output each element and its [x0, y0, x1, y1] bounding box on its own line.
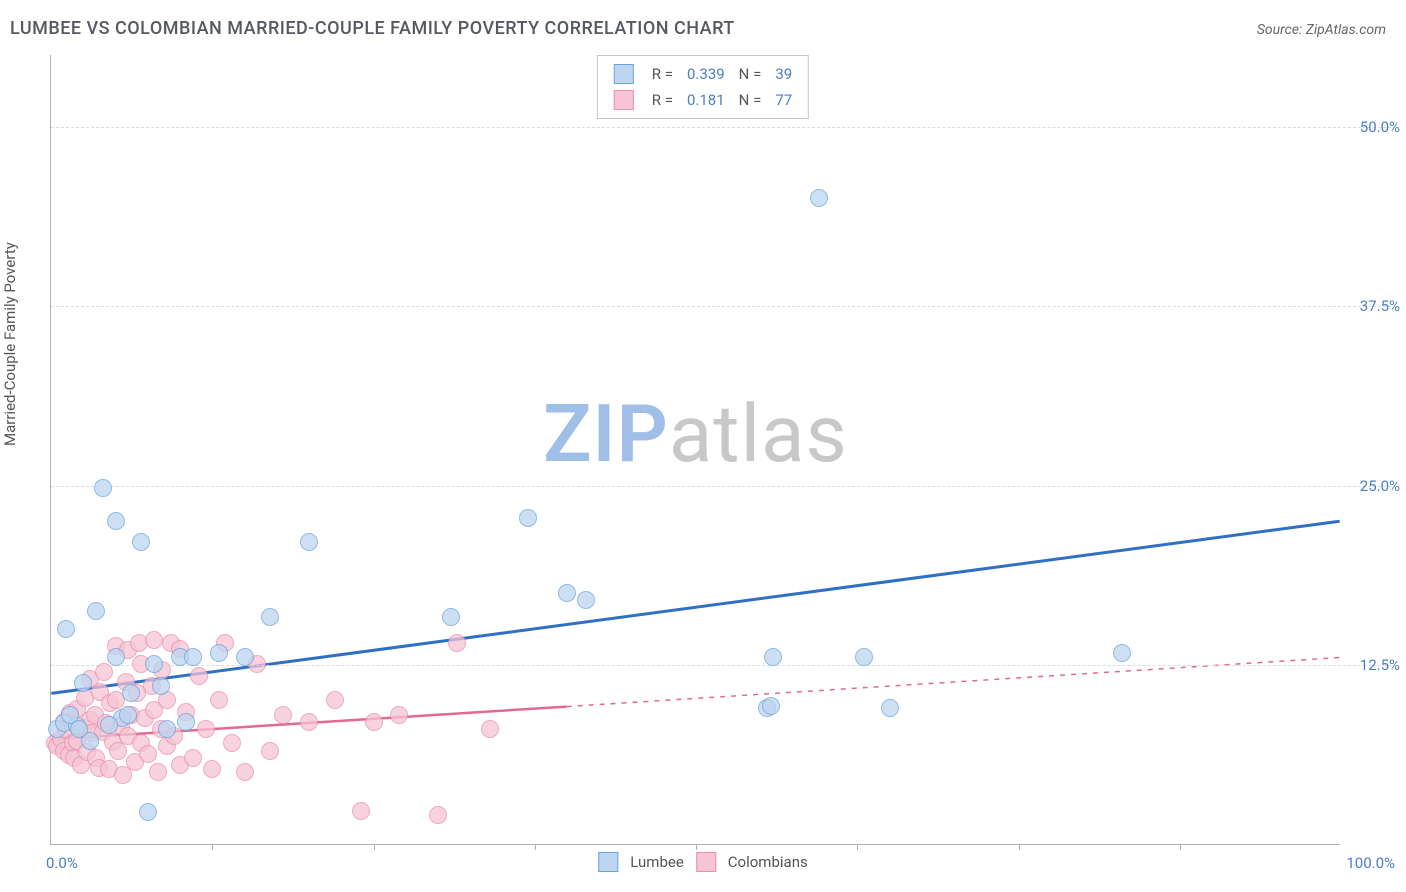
data-point: [261, 742, 279, 760]
data-point: [442, 608, 460, 626]
x-tick: [857, 844, 858, 850]
legend-swatch: [598, 852, 618, 872]
y-tick-label: 25.0%: [1345, 477, 1400, 495]
legend-r-label: R =: [646, 88, 679, 112]
x-axis-origin-label: 0.0%: [46, 854, 78, 872]
x-tick: [535, 844, 536, 850]
correlation-legend: R =0.339N =39R =0.181N =77: [597, 55, 809, 119]
data-point: [261, 608, 279, 626]
y-tick-label: 12.5%: [1345, 656, 1400, 674]
data-point: [203, 760, 221, 778]
data-point: [429, 806, 447, 824]
data-point: [300, 713, 318, 731]
data-point: [145, 631, 163, 649]
legend-r-value: 0.181: [681, 88, 731, 112]
data-point: [881, 699, 899, 717]
data-point: [152, 677, 170, 695]
data-point: [70, 720, 88, 738]
y-axis-title: Married-Couple Family Poverty: [1, 242, 19, 446]
data-point: [74, 674, 92, 692]
y-tick-label: 37.5%: [1345, 297, 1400, 315]
y-tick-label: 50.0%: [1345, 118, 1400, 136]
data-point: [236, 648, 254, 666]
data-point: [810, 189, 828, 207]
data-point: [197, 720, 215, 738]
data-point: [448, 634, 466, 652]
legend-n-label: N =: [733, 62, 768, 86]
data-point: [122, 684, 140, 702]
legend-n-value: 39: [769, 62, 798, 86]
data-point: [210, 644, 228, 662]
data-point: [300, 533, 318, 551]
data-point: [390, 706, 408, 724]
x-axis-max-label: 100.0%: [1346, 854, 1395, 872]
data-point: [107, 512, 125, 530]
data-point: [1113, 644, 1131, 662]
data-point: [57, 620, 75, 638]
x-tick: [1019, 844, 1020, 850]
data-point: [236, 763, 254, 781]
data-point: [519, 509, 537, 527]
legend-swatch: [614, 64, 634, 84]
data-point: [94, 479, 112, 497]
plot-area: ZIPatlas 0.0% 100.0% 12.5%25.0%37.5%50.0…: [50, 55, 1340, 845]
data-point: [352, 802, 370, 820]
legend-series-label: Lumbee: [630, 853, 684, 871]
data-point: [855, 648, 873, 666]
data-point: [577, 591, 595, 609]
legend-r-label: R =: [646, 62, 679, 86]
legend-row: R =0.339N =39: [608, 62, 798, 86]
watermark: ZIPatlas: [543, 387, 848, 481]
x-tick: [374, 844, 375, 850]
data-point: [149, 763, 167, 781]
data-point: [95, 663, 113, 681]
data-point: [87, 602, 105, 620]
x-tick: [696, 844, 697, 850]
data-point: [223, 734, 241, 752]
chart-title: LUMBEE VS COLOMBIAN MARRIED-COUPLE FAMIL…: [10, 18, 735, 39]
grid-line: [51, 127, 1391, 128]
legend-n-value: 77: [769, 88, 798, 112]
data-point: [190, 667, 208, 685]
grid-line: [51, 306, 1391, 307]
legend-swatch: [614, 90, 634, 110]
data-point: [274, 706, 292, 724]
trend-lines-layer: [51, 55, 1340, 844]
data-point: [132, 533, 150, 551]
data-point: [139, 745, 157, 763]
legend-series-label: Colombians: [728, 853, 808, 871]
data-point: [326, 691, 344, 709]
series-legend: Lumbee Colombians: [592, 852, 813, 872]
legend-r-value: 0.339: [681, 62, 731, 86]
legend-row: R =0.181N =77: [608, 88, 798, 112]
x-tick: [1180, 844, 1181, 850]
data-point: [158, 720, 176, 738]
data-point: [107, 648, 125, 666]
data-point: [139, 803, 157, 821]
data-point: [365, 713, 383, 731]
data-point: [764, 648, 782, 666]
source-label: Source: ZipAtlas.com: [1257, 22, 1386, 38]
data-point: [210, 691, 228, 709]
data-point: [100, 716, 118, 734]
x-tick: [212, 844, 213, 850]
data-point: [184, 648, 202, 666]
data-point: [558, 584, 576, 602]
legend-n-label: N =: [733, 88, 768, 112]
data-point: [762, 697, 780, 715]
grid-line: [51, 486, 1391, 487]
trend-line: [51, 521, 1339, 693]
data-point: [184, 749, 202, 767]
data-point: [145, 655, 163, 673]
legend-swatch: [696, 852, 716, 872]
data-point: [481, 720, 499, 738]
data-point: [177, 713, 195, 731]
data-point: [119, 706, 137, 724]
